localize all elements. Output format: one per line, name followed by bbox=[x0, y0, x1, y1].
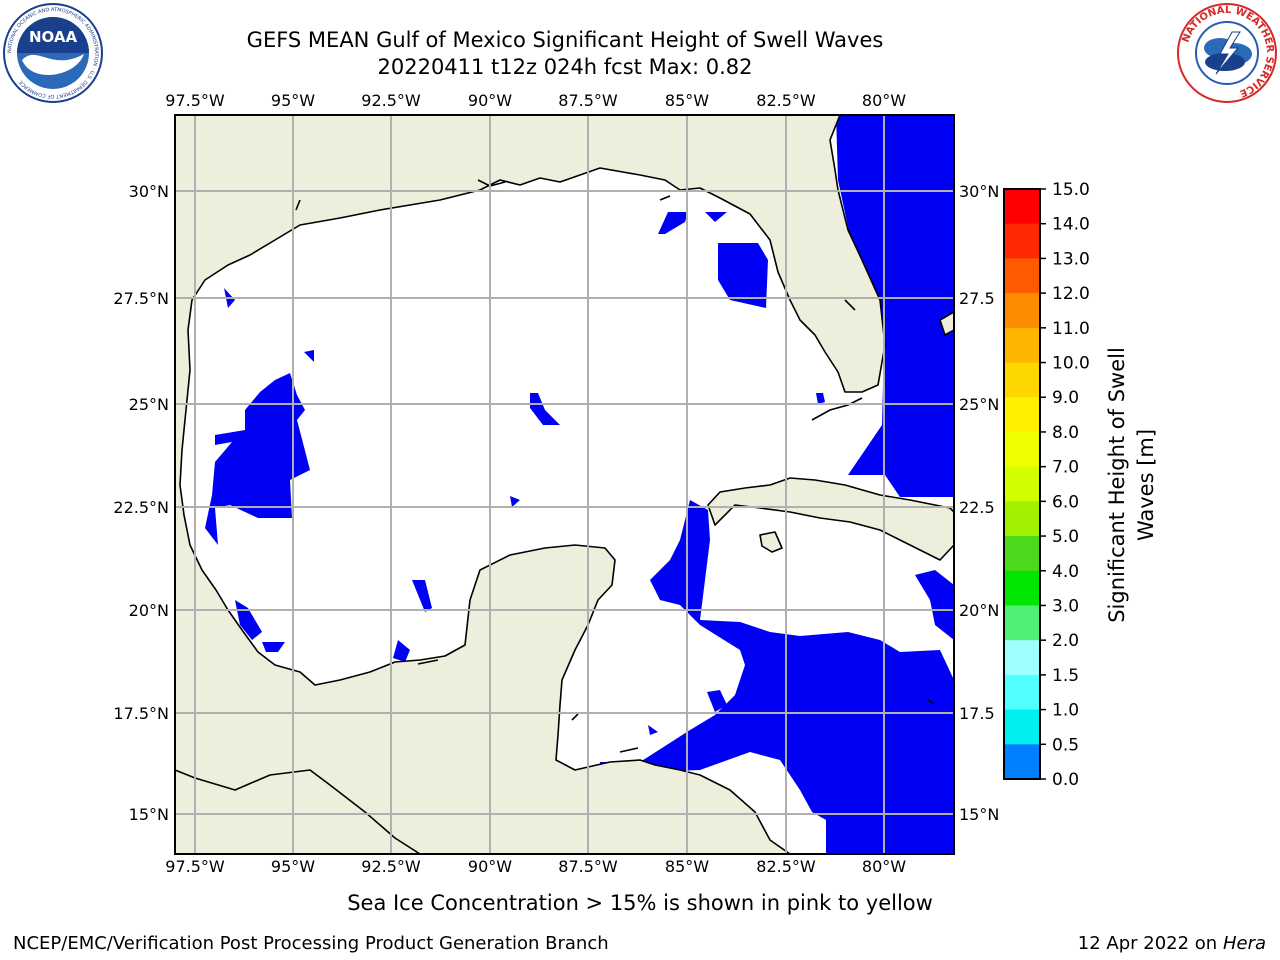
colorbar-tick-label: 1.5 bbox=[1052, 666, 1079, 686]
chart-subtitle: 20220411 t12z 024h fcst Max: 0.82 bbox=[377, 55, 753, 79]
lat-label: 22.5°N bbox=[113, 498, 169, 517]
lon-labels-top: 97.5°W 95°W 92.5°W 90°W 87.5°W 85°W 82.5… bbox=[165, 91, 906, 110]
lon-label: 87.5°W bbox=[558, 857, 618, 876]
colorbar-frame bbox=[1003, 188, 1041, 780]
colorbar-tick-label: 9.0 bbox=[1052, 388, 1079, 408]
colorbar-tick-label: 6.0 bbox=[1052, 492, 1079, 512]
lon-label: 90°W bbox=[468, 857, 512, 876]
lat-label: 20°N bbox=[959, 601, 999, 620]
lat-labels-right: 30°N 27.5 25°N 22.5 20°N 17.5 15°N bbox=[959, 182, 999, 824]
colorbar-swatch bbox=[1004, 536, 1040, 572]
lon-label: 87.5°W bbox=[558, 91, 618, 110]
swell-height-map: 97.5°W 95°W 92.5°W 90°W 87.5°W 85°W 82.5… bbox=[113, 91, 1158, 876]
lon-label: 90°W bbox=[468, 91, 512, 110]
lat-label: 22.5 bbox=[959, 498, 995, 517]
map-frame bbox=[174, 114, 955, 855]
footer-date-text: 12 Apr 2022 on bbox=[1077, 933, 1223, 954]
colorbar-swatch bbox=[1004, 397, 1040, 433]
colorbar-swatch bbox=[1004, 674, 1040, 711]
swell-region-caribbean bbox=[600, 500, 954, 854]
colorbar-swatch bbox=[1004, 362, 1040, 398]
lat-label: 25°N bbox=[959, 395, 999, 414]
colorbar-tick-label: 4.0 bbox=[1052, 562, 1079, 582]
lat-label: 25°N bbox=[129, 395, 169, 414]
nws-logo: NATIONAL WEATHER SERVICE bbox=[1177, 3, 1277, 103]
swell-patches-gulf bbox=[224, 212, 825, 735]
colorbar-swatch bbox=[1004, 293, 1040, 329]
lat-label: 27.5 bbox=[959, 289, 995, 308]
colorbar-swatch bbox=[1004, 258, 1040, 294]
lat-labels-left: 30°N 27.5°N 25°N 22.5°N 20°N 17.5°N 15°N bbox=[113, 182, 169, 824]
lon-labels-bottom: 97.5°W 95°W 92.5°W 90°W 87.5°W 85°W 82.5… bbox=[165, 857, 906, 876]
lat-label: 30°N bbox=[129, 182, 169, 201]
lon-label: 97.5°W bbox=[165, 91, 225, 110]
footer-machine: Hera bbox=[1222, 933, 1266, 954]
colorbar-tick-label: 13.0 bbox=[1052, 249, 1090, 269]
noaa-logo: NATIONAL OCEANIC AND ATMOSPHERIC ADMINIS… bbox=[3, 3, 103, 103]
chart-title: GEFS MEAN Gulf of Mexico Significant Hei… bbox=[246, 28, 884, 52]
lat-label: 17.5°N bbox=[113, 704, 169, 723]
colorbar-tick-label: 14.0 bbox=[1052, 215, 1090, 235]
colorbar-tick-label: 7.0 bbox=[1052, 458, 1079, 478]
lon-label: 85°W bbox=[665, 91, 709, 110]
lon-label: 85°W bbox=[665, 857, 709, 876]
colorbar-swatch bbox=[1004, 466, 1040, 502]
colorbar: 15.0 14.0 13.0 12.0 11.0 10.0 9.0 8.0 7.0 6.0 5.0 4… bbox=[1003, 180, 1090, 790]
colorbar-tick-label: 0.5 bbox=[1052, 735, 1079, 755]
lon-label: 95°W bbox=[271, 857, 315, 876]
colorbar-tick-label: 1.0 bbox=[1052, 701, 1079, 721]
colorbar-tick-label: 15.0 bbox=[1052, 180, 1090, 200]
lat-label: 15°N bbox=[959, 805, 999, 824]
footer-credit: NCEP/EMC/Verification Post Processing Pr… bbox=[13, 933, 609, 954]
colorbar-swatch bbox=[1004, 431, 1040, 468]
colorbar-swatch bbox=[1004, 640, 1040, 676]
colorbar-swatch bbox=[1004, 501, 1040, 537]
colorbar-swatch bbox=[1004, 327, 1040, 364]
colorbar-swatch bbox=[1004, 223, 1040, 260]
colorbar-swatch bbox=[1004, 605, 1040, 641]
colorbar-tick-label: 8.0 bbox=[1052, 423, 1079, 443]
colorbar-swatch bbox=[1004, 744, 1040, 780]
lon-label: 82.5°W bbox=[756, 91, 816, 110]
lon-label: 97.5°W bbox=[165, 857, 225, 876]
lat-label: 15°N bbox=[129, 805, 169, 824]
noaa-logo-text: NOAA bbox=[29, 28, 78, 46]
lon-label: 95°W bbox=[271, 91, 315, 110]
lon-label: 80°W bbox=[862, 91, 906, 110]
lon-label: 92.5°W bbox=[361, 857, 421, 876]
lat-label: 20°N bbox=[129, 601, 169, 620]
swell-region-atlantic bbox=[836, 115, 954, 497]
lon-label: 92.5°W bbox=[361, 91, 421, 110]
colorbar-tick-label: 3.0 bbox=[1052, 596, 1079, 616]
colorbar-tick-label: 2.0 bbox=[1052, 631, 1079, 651]
colorbar-tick-label: 5.0 bbox=[1052, 527, 1079, 547]
land-bahamas bbox=[939, 311, 954, 336]
colorbar-tick-label: 10.0 bbox=[1052, 354, 1090, 374]
lon-label: 82.5°W bbox=[756, 857, 816, 876]
colorbar-swatch bbox=[1004, 570, 1040, 607]
land-cuba bbox=[707, 477, 954, 561]
colorbar-tick-label: 11.0 bbox=[1052, 319, 1090, 339]
lon-label: 80°W bbox=[862, 857, 906, 876]
colorbar-label: Significant Height of Swell Waves [m] bbox=[1105, 347, 1158, 623]
colorbar-label-line1: Significant Height of Swell bbox=[1105, 347, 1129, 623]
colorbar-tick-label: 0.0 bbox=[1052, 770, 1079, 790]
lat-label: 30°N bbox=[959, 182, 999, 201]
colorbar-swatch bbox=[1004, 709, 1040, 745]
lat-label: 17.5 bbox=[959, 704, 995, 723]
sea-ice-note: Sea Ice Concentration > 15% is shown in … bbox=[347, 891, 933, 915]
footer-date: 12 Apr 2022 on Hera bbox=[1078, 933, 1266, 954]
colorbar-swatch bbox=[1004, 189, 1040, 225]
colorbar-label-line2: Waves [m] bbox=[1134, 429, 1158, 541]
lat-label: 27.5°N bbox=[113, 289, 169, 308]
colorbar-tick-label: 12.0 bbox=[1052, 284, 1090, 304]
map-gridlines bbox=[175, 115, 954, 854]
